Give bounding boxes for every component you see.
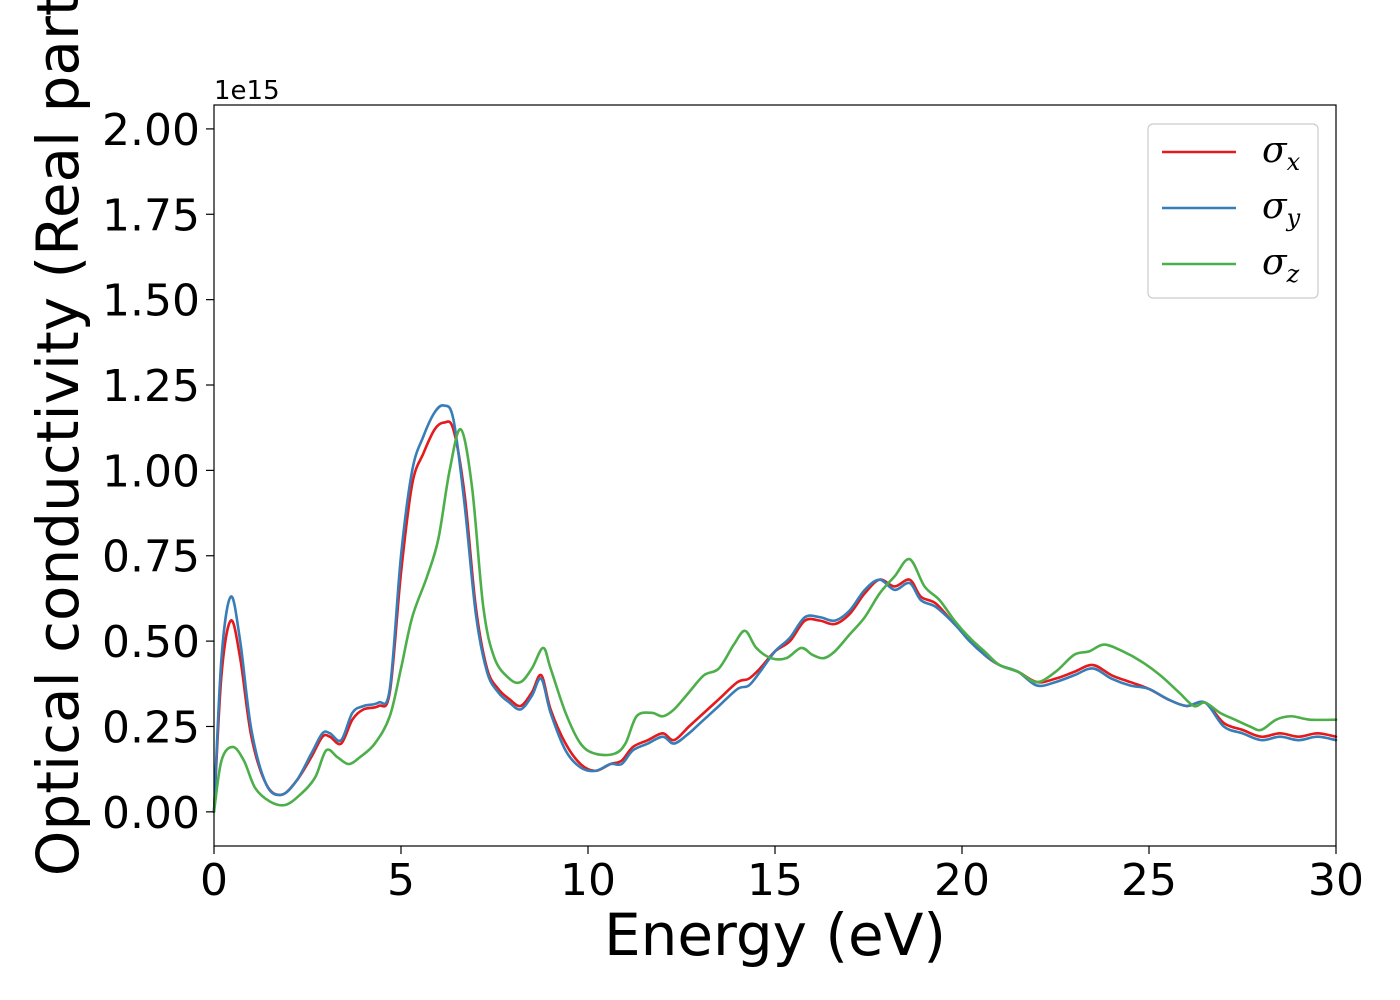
x-tick-label: 5 <box>387 855 415 906</box>
y-axis-title: Optical conductivity (Real part) <box>24 0 92 876</box>
x-tick-label: 25 <box>1121 855 1177 906</box>
legend-label-y: σy <box>1262 186 1301 232</box>
y-axis: 0.00 0.25 0.50 0.75 1.00 1.25 1.50 1.75 2.00 <box>102 105 214 839</box>
series-line-x <box>212 420 1338 814</box>
x-tick-label: 20 <box>934 855 990 906</box>
x-axis-title: Energy (eV) <box>604 901 946 969</box>
x-tick-label: 15 <box>747 855 803 906</box>
plot-series <box>212 403 1338 814</box>
x-tick-label: 10 <box>560 855 616 906</box>
y-tick-label: 0.25 <box>102 702 200 753</box>
y-tick-label: 0.75 <box>102 532 200 583</box>
series-line-z <box>212 428 1338 814</box>
legend-box <box>1147 123 1319 299</box>
y-offset-label: 1e15 <box>214 76 280 106</box>
y-tick-label: 1.75 <box>102 190 200 241</box>
y-tick-label: 0.50 <box>102 617 200 668</box>
x-tick-label: 30 <box>1308 855 1364 906</box>
legend-label-z: σz <box>1262 242 1300 288</box>
y-tick-label: 0.00 <box>102 788 200 839</box>
series-line-y <box>212 403 1338 814</box>
y-tick-label: 2.00 <box>102 105 200 156</box>
legend: σx σy σz <box>1147 123 1319 299</box>
x-axis: 0 5 10 15 20 25 30 <box>200 846 1364 906</box>
y-tick-label: 1.50 <box>102 276 200 327</box>
y-tick-label: 1.00 <box>102 446 200 497</box>
legend-label-x: σx <box>1262 130 1301 176</box>
x-tick-label: 0 <box>200 855 228 906</box>
y-tick-label: 1.25 <box>102 361 200 412</box>
